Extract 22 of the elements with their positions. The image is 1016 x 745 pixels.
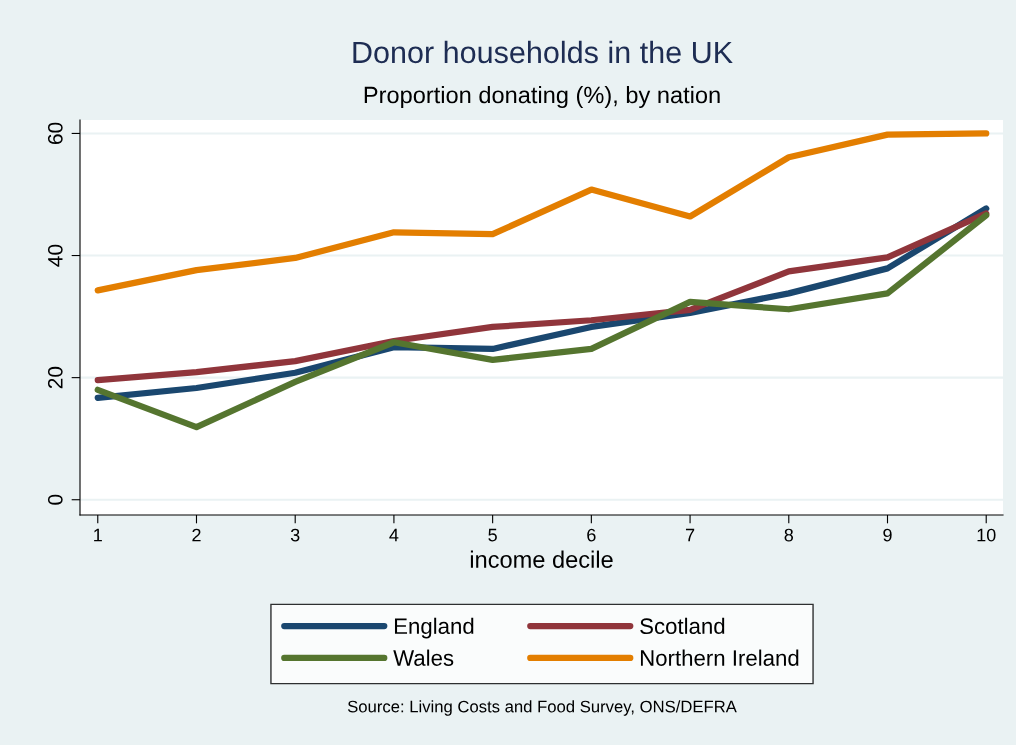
x-tick-label: 7: [685, 528, 695, 542]
x-tick-label: 5: [488, 528, 497, 542]
x-axis-title: income decile: [470, 550, 613, 568]
chart-subtitle: Proportion donating (%), by nation: [364, 86, 720, 108]
y-tick-label: 20: [47, 366, 63, 389]
source-note: Source: Living Costs and Food Survey, ONS/DEFRA: [347, 700, 737, 716]
x-tick-label: 10: [977, 528, 996, 542]
y-tick-label: 0: [47, 494, 63, 505]
legend-label: Wales: [393, 649, 454, 666]
legend-label: Northern Ireland: [640, 649, 799, 666]
x-tick-label: 3: [290, 528, 300, 542]
y-tick-label: 40: [47, 244, 63, 267]
x-tick-label: 4: [389, 528, 399, 542]
x-tick-label: 9: [883, 528, 892, 542]
chart-title: Donor households in the UK: [353, 40, 733, 64]
x-tick-label: 8: [784, 528, 794, 542]
x-tick-label: 2: [192, 528, 201, 542]
legend-label: England: [394, 617, 474, 639]
x-tick-label: 6: [587, 528, 596, 542]
x-tick-label: 1: [94, 528, 102, 542]
legend-label: Scotland: [640, 617, 725, 635]
y-tick-label: 60: [47, 122, 63, 144]
